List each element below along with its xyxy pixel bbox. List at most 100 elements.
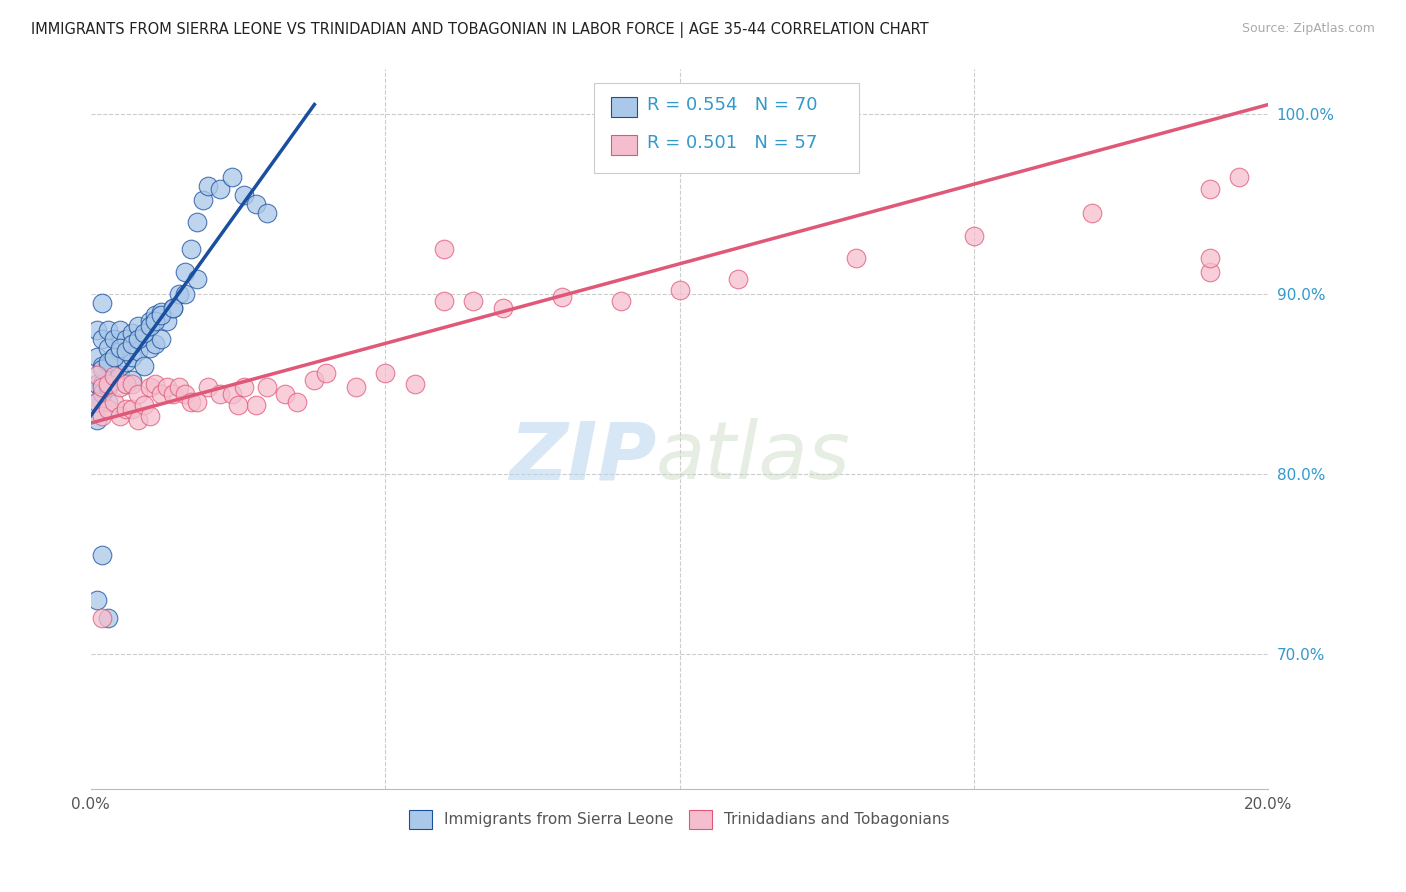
Point	[121, 350, 143, 364]
Point	[404, 376, 426, 391]
Point	[304, 373, 326, 387]
Point	[609, 293, 631, 308]
Point	[245, 398, 267, 412]
Point	[91, 610, 114, 624]
Point	[121, 326, 143, 340]
Point	[86, 322, 108, 336]
Point	[209, 387, 232, 401]
Point	[226, 398, 249, 412]
Bar	[612, 96, 637, 117]
Point	[86, 412, 108, 426]
Point	[108, 368, 131, 382]
Point	[232, 187, 254, 202]
Point	[1227, 169, 1250, 184]
Point	[245, 196, 267, 211]
Point	[115, 401, 138, 416]
Point	[173, 387, 195, 401]
Text: ZIP: ZIP	[509, 418, 657, 496]
Point	[344, 380, 367, 394]
Point	[115, 344, 138, 359]
Point	[285, 394, 308, 409]
Point	[180, 242, 202, 256]
Point	[173, 286, 195, 301]
Point	[91, 332, 114, 346]
Point	[173, 265, 195, 279]
Point	[115, 355, 138, 369]
Point	[97, 322, 120, 336]
Point	[167, 286, 190, 301]
Point	[145, 308, 167, 322]
Point	[97, 341, 120, 355]
Point	[492, 301, 515, 315]
Point	[115, 332, 138, 346]
Point	[121, 401, 143, 416]
Point	[103, 332, 125, 346]
Point	[845, 251, 868, 265]
Point	[433, 242, 456, 256]
Point	[132, 326, 155, 340]
Point	[315, 366, 337, 380]
Point	[91, 394, 114, 409]
Point	[103, 369, 125, 384]
Text: atlas: atlas	[657, 418, 851, 496]
Point	[132, 398, 155, 412]
Point	[91, 385, 114, 400]
Point	[150, 387, 173, 401]
Point	[127, 332, 149, 346]
Point	[463, 293, 485, 308]
Point	[86, 394, 108, 409]
Point	[727, 272, 749, 286]
Point	[97, 355, 120, 369]
Point	[186, 214, 208, 228]
Point	[108, 344, 131, 359]
Point	[97, 376, 120, 391]
Text: Source: ZipAtlas.com: Source: ZipAtlas.com	[1241, 22, 1375, 36]
Point	[121, 373, 143, 387]
Point	[108, 409, 131, 423]
Point	[108, 322, 131, 336]
Point	[91, 295, 114, 310]
Point	[108, 380, 131, 394]
Point	[156, 313, 179, 327]
Text: IMMIGRANTS FROM SIERRA LEONE VS TRINIDADIAN AND TOBAGONIAN IN LABOR FORCE | AGE : IMMIGRANTS FROM SIERRA LEONE VS TRINIDAD…	[31, 22, 928, 38]
Point	[91, 362, 114, 376]
Point	[145, 337, 167, 351]
Text: R = 0.554   N = 70: R = 0.554 N = 70	[647, 96, 817, 114]
Point	[186, 394, 208, 409]
Point	[191, 193, 214, 207]
FancyBboxPatch shape	[593, 83, 859, 173]
Point	[91, 548, 114, 562]
Point	[150, 332, 173, 346]
Point	[186, 272, 208, 286]
Point	[91, 380, 114, 394]
Text: R = 0.501   N = 57: R = 0.501 N = 57	[647, 135, 817, 153]
Point	[162, 301, 184, 315]
Point	[103, 350, 125, 364]
Point	[150, 308, 173, 322]
Point	[97, 401, 120, 416]
Point	[138, 341, 160, 355]
Point	[127, 344, 149, 359]
Point	[115, 376, 138, 391]
Point	[150, 304, 173, 318]
Point	[209, 182, 232, 196]
Point	[963, 228, 986, 243]
Point	[197, 380, 219, 394]
Point	[97, 394, 120, 409]
Point	[108, 341, 131, 355]
Point	[132, 329, 155, 343]
Point	[86, 350, 108, 364]
Point	[97, 359, 120, 373]
Point	[86, 592, 108, 607]
Point	[86, 368, 108, 382]
Legend: Immigrants from Sierra Leone, Trinidadians and Tobagonians: Immigrants from Sierra Leone, Trinidadia…	[404, 804, 956, 835]
Point	[433, 293, 456, 308]
Point	[115, 376, 138, 391]
Point	[1198, 265, 1220, 279]
Point	[97, 380, 120, 394]
Point	[221, 169, 243, 184]
Point	[103, 350, 125, 364]
Point	[145, 313, 167, 327]
Point	[132, 359, 155, 373]
Point	[103, 368, 125, 382]
